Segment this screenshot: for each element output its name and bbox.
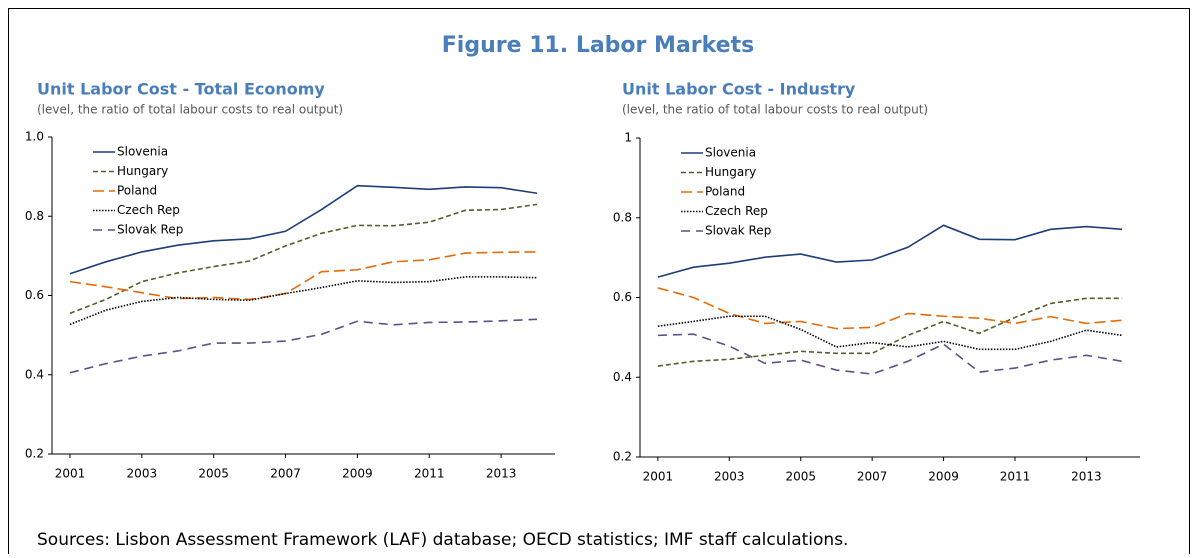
- y-tick-label: 0.2: [25, 447, 44, 461]
- y-tick-label: 1: [624, 131, 632, 145]
- legend-label: Czech Rep: [117, 203, 180, 217]
- frame: [8, 8, 1190, 558]
- series-line: [69, 251, 538, 301]
- y-tick-label: 0.8: [613, 210, 632, 224]
- y-tick-label: 0.4: [25, 367, 44, 381]
- x-tick-label: 2007: [270, 467, 301, 481]
- legend-label: Poland: [705, 185, 745, 199]
- legend-label: Czech Rep: [705, 204, 768, 218]
- series-line: [657, 287, 1123, 330]
- y-tick-label: 0.6: [25, 288, 44, 302]
- chart-subtitle: (level, the ratio of total labour costs …: [37, 103, 343, 117]
- legend-label: Hungary: [705, 165, 756, 179]
- x-tick-label: 2013: [486, 467, 517, 481]
- series-line: [69, 276, 538, 326]
- y-tick-label: 0.8: [25, 209, 44, 223]
- y-tick-label: 0.4: [613, 370, 632, 384]
- y-tick-label: 0.2: [613, 450, 632, 464]
- x-tick-label: 2013: [1071, 470, 1102, 484]
- x-tick-label: 2005: [198, 467, 229, 481]
- series-line: [657, 224, 1123, 278]
- x-tick-label: 2009: [928, 470, 959, 484]
- figure-title: Figure 11. Labor Markets: [442, 33, 754, 58]
- series-line: [657, 315, 1123, 351]
- x-tick-label: 2007: [857, 470, 888, 484]
- y-tick-label: 1.0: [25, 130, 44, 144]
- x-tick-label: 2003: [127, 467, 158, 481]
- series-line: [657, 297, 1123, 367]
- chart-subtitle: (level, the ratio of total labour costs …: [622, 103, 928, 117]
- chart-title: Unit Labor Cost - Industry: [622, 80, 856, 99]
- legend-label: Slovenia: [705, 146, 756, 160]
- legend-label: Poland: [117, 184, 157, 198]
- source-note: Sources: Lisbon Assessment Framework (LA…: [37, 530, 848, 550]
- legend-label: Slovak Rep: [705, 224, 771, 238]
- x-tick-label: 2005: [785, 470, 816, 484]
- series-line: [69, 318, 538, 374]
- x-tick-label: 2011: [414, 467, 445, 481]
- chart-title: Unit Labor Cost - Total Economy: [37, 80, 325, 99]
- x-tick-label: 2009: [342, 467, 373, 481]
- legend-label: Slovak Rep: [117, 223, 183, 237]
- x-tick-label: 2001: [55, 467, 86, 481]
- series-line: [69, 184, 538, 275]
- x-tick-label: 2011: [1000, 470, 1031, 484]
- legend-label: Hungary: [117, 164, 168, 178]
- x-tick-label: 2001: [643, 470, 674, 484]
- series-line: [69, 203, 538, 315]
- legend-label: Slovenia: [117, 145, 168, 159]
- x-tick-label: 2003: [714, 470, 745, 484]
- series-line: [657, 333, 1123, 375]
- y-tick-label: 0.6: [613, 290, 632, 304]
